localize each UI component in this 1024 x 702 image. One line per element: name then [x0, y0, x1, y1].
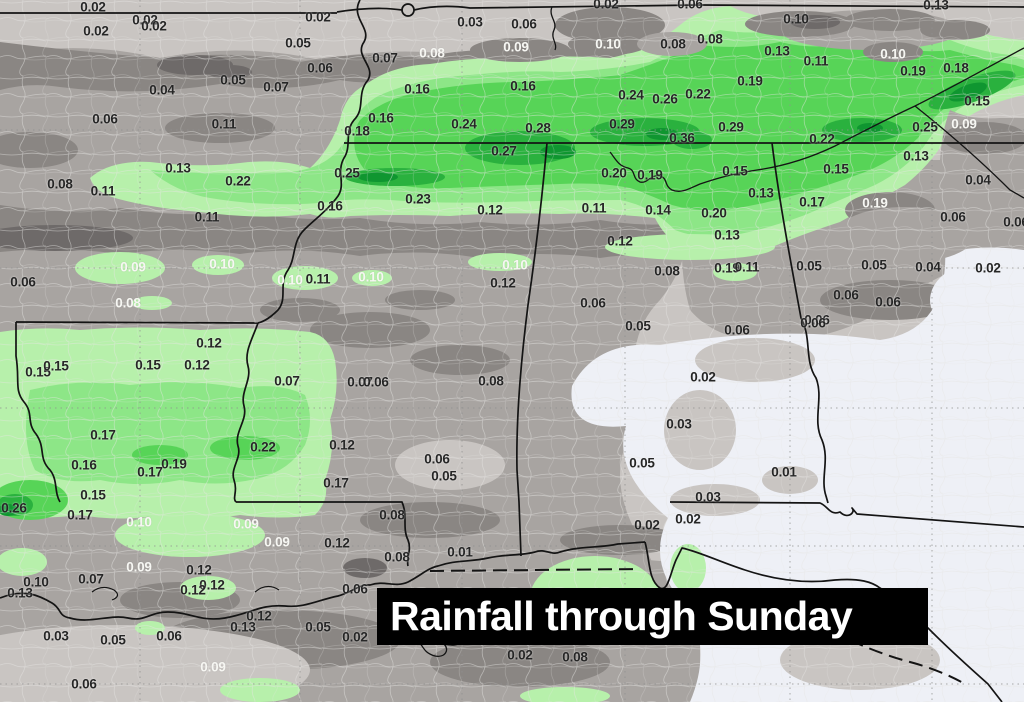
- banner-title: Rainfall through Sunday: [390, 593, 853, 639]
- state-borders: [0, 0, 1024, 567]
- rainfall-banner: Rainfall through Sunday: [377, 588, 928, 645]
- tennessee-river: [550, 6, 1024, 199]
